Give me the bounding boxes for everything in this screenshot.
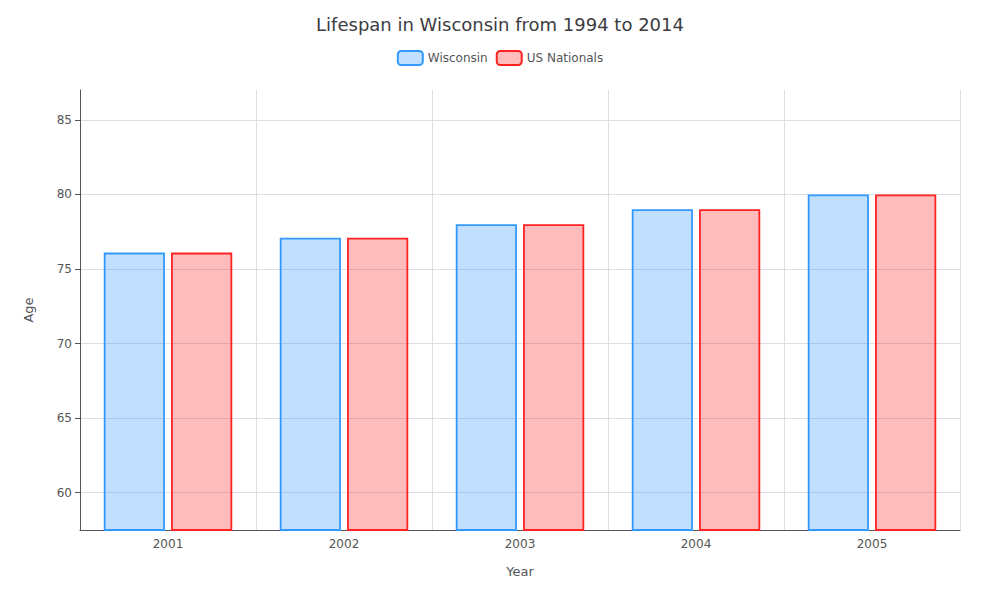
svg-text:2005: 2005: [857, 537, 888, 551]
svg-text:Lifespan in Wisconsin from 199: Lifespan in Wisconsin from 1994 to 2014: [316, 14, 684, 35]
svg-text:85: 85: [57, 113, 72, 127]
svg-text:Wisconsin: Wisconsin: [428, 51, 488, 65]
svg-text:2002: 2002: [329, 537, 360, 551]
svg-text:US Nationals: US Nationals: [527, 51, 603, 65]
svg-text:70: 70: [57, 337, 72, 351]
svg-text:60: 60: [57, 486, 72, 500]
svg-text:65: 65: [57, 411, 72, 425]
svg-text:Year: Year: [505, 564, 534, 579]
svg-text:2004: 2004: [681, 537, 712, 551]
svg-text:2001: 2001: [153, 537, 184, 551]
svg-text:2003: 2003: [505, 537, 536, 551]
svg-text:Age: Age: [21, 297, 36, 322]
svg-text:75: 75: [57, 262, 72, 276]
svg-text:80: 80: [57, 187, 72, 201]
